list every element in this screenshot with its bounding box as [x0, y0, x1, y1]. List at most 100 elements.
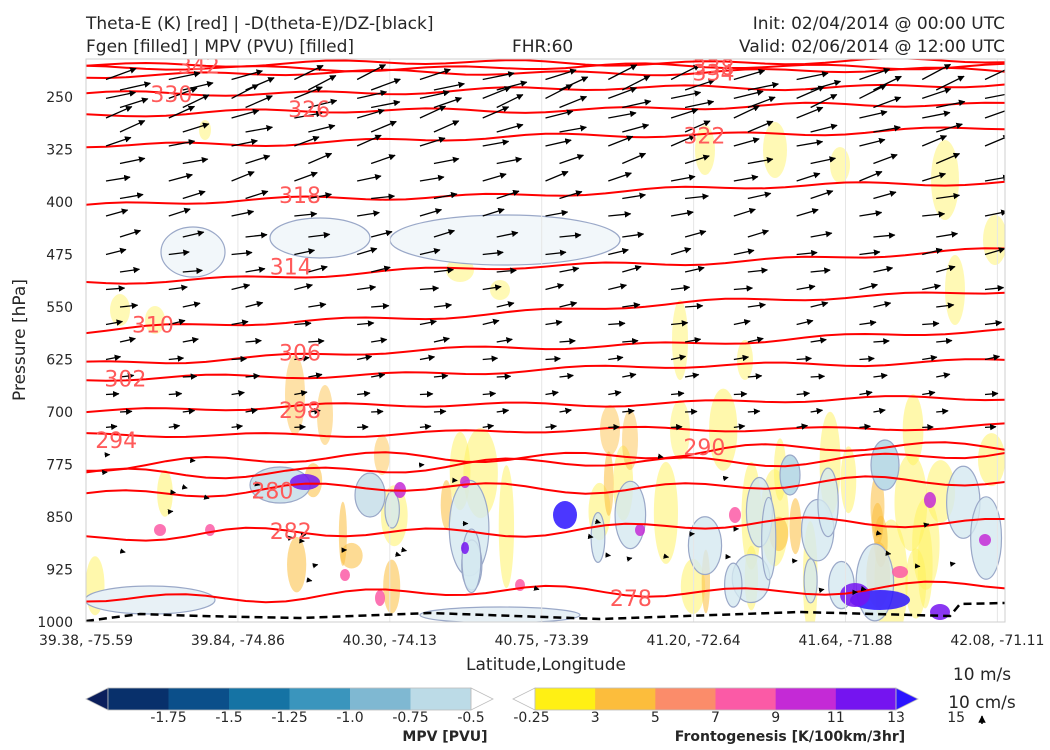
theta-e-contour [86, 66, 1005, 80]
wind-vector [984, 209, 1005, 217]
fgen-region [737, 340, 753, 380]
title-fgen-mpv: Fgen [filled] | MPV (PVU) [filled] [86, 37, 355, 57]
wind-vector [559, 190, 583, 200]
wind-vector [873, 407, 886, 415]
wind-vector [984, 319, 1003, 327]
wind-vector [984, 135, 1005, 147]
wind-vector [685, 408, 698, 415]
fgen-colorbar-extend-low [512, 687, 536, 711]
theta-e-contour [86, 247, 1005, 285]
wind-vector [294, 211, 318, 218]
fgen-region [340, 542, 363, 569]
fgen-region [145, 306, 165, 334]
wind-vector [810, 79, 842, 91]
wind-vector [922, 172, 947, 182]
wind-vector [496, 189, 520, 200]
wind-vector [433, 302, 453, 309]
fgen-region [317, 385, 333, 445]
contour-label: 334 [693, 62, 735, 87]
wind-vector [984, 93, 1005, 100]
wind-vector [119, 81, 151, 91]
wind-vector [294, 320, 312, 327]
wind-vector [105, 319, 124, 326]
wind-vector [608, 390, 622, 397]
wind-vector [356, 64, 387, 81]
wind-vector [545, 390, 559, 397]
wind-vector [810, 373, 826, 380]
wind-vector [105, 285, 126, 292]
wind-vector [482, 172, 507, 182]
wind-vector [419, 390, 434, 398]
wind-vector [245, 407, 258, 415]
wind-vector [559, 372, 574, 380]
wind-vector [482, 139, 510, 147]
mpv-colorbar-swatch [350, 688, 411, 710]
wind-vector [433, 81, 465, 91]
wind-vector [433, 191, 458, 200]
wind-vector [984, 69, 1005, 81]
fgen-core [340, 569, 350, 581]
wind-vector [168, 173, 193, 182]
wind-vector [105, 208, 129, 217]
wind-vector [105, 106, 133, 119]
wind-vector [496, 373, 512, 380]
wind-vector [859, 170, 883, 182]
wind-vector [936, 337, 953, 345]
wind-vector [294, 86, 323, 100]
wind-vector [747, 229, 770, 238]
wind-vector [182, 336, 199, 344]
theta-e-contour [86, 475, 1005, 498]
wind-vector [105, 67, 137, 81]
wind-vector [419, 105, 447, 119]
wind-vector [984, 390, 999, 398]
contour-label: 294 [95, 429, 137, 454]
wind-vector [231, 108, 260, 119]
theta-e-contour [86, 358, 1005, 382]
wind-vector [182, 373, 198, 380]
fgen-core [729, 507, 741, 523]
wind-vector [182, 301, 201, 308]
wind-vector [733, 89, 764, 100]
wind-vector [922, 110, 951, 119]
wind-vector [936, 265, 956, 273]
wind-vector [873, 338, 890, 345]
wind-vector [168, 70, 201, 81]
plot-frame [85, 58, 1006, 623]
wind-vector [747, 81, 779, 91]
wind-vector [984, 284, 1005, 292]
contour-label: 280 [251, 479, 293, 504]
contour-label: 310 [132, 314, 174, 339]
wind-vector [733, 390, 748, 398]
wind-vector [482, 249, 504, 257]
fgen-region [653, 461, 678, 564]
wind-vector [670, 134, 696, 147]
mpv-region [817, 467, 839, 538]
wind-vector [670, 108, 699, 119]
mpv-colorbar-swatch [289, 688, 351, 710]
wind-vector [936, 122, 963, 133]
wind-vector [482, 71, 515, 81]
wind-vector [433, 229, 456, 238]
init-time: Init: 02/04/2014 @ 00:00 UTC [752, 14, 1005, 34]
wind-vector [496, 337, 513, 344]
wind-vector [733, 319, 751, 326]
wind-vector [608, 211, 632, 218]
wind-vector [308, 74, 337, 91]
mpv-colorbar: -1.75 -1.5 -1.25 -1.0 -0.75 -0.5 -0.25 [85, 687, 550, 726]
theta-e-contour [86, 126, 1005, 149]
mpv-colorbar-tick-label: -1.0 [336, 710, 363, 726]
wind-vector [433, 408, 447, 415]
wind-vector [859, 390, 873, 397]
mpv-region [354, 472, 386, 518]
wind-vector [245, 337, 262, 345]
wind-vector [935, 152, 961, 165]
y-tick-label: 775 [46, 458, 73, 474]
wind-vector [105, 90, 137, 100]
wind-vector [254, 481, 261, 487]
wind-vector [810, 156, 837, 165]
wind-vector [922, 247, 943, 256]
wind-vector [482, 318, 500, 326]
theta-e-contours [86, 59, 1005, 604]
wind-vector [873, 153, 898, 165]
wind-vector [984, 354, 1001, 361]
